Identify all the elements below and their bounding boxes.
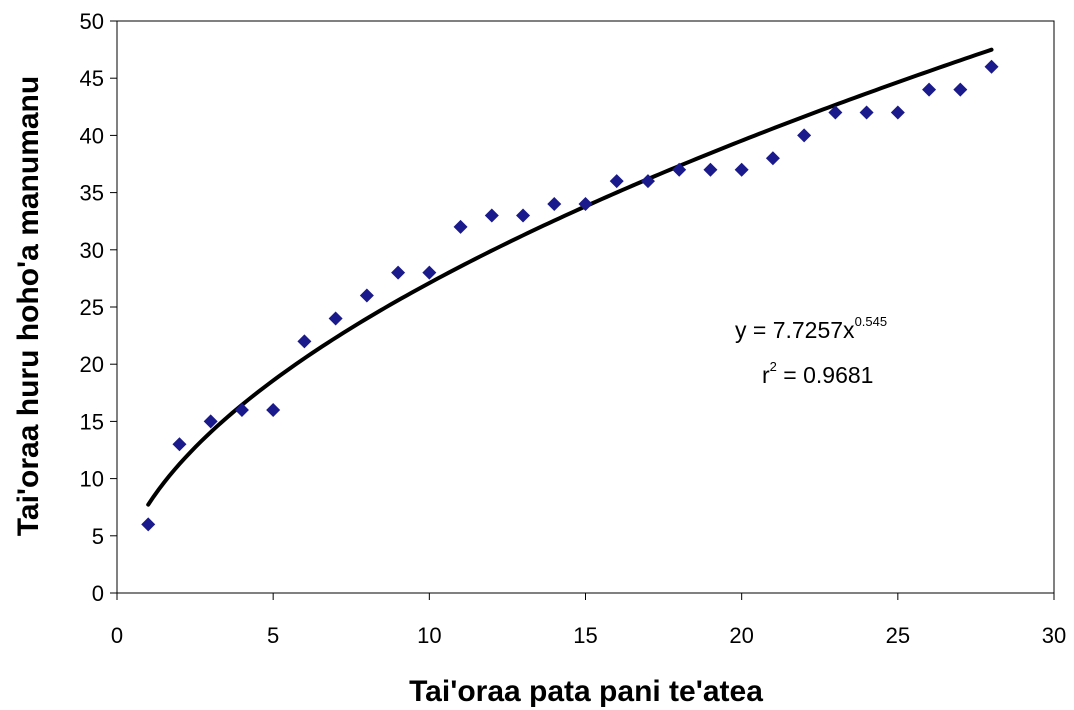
data-point xyxy=(953,82,968,97)
y-tick-label: 35 xyxy=(80,181,104,206)
x-tick-label: 30 xyxy=(1042,623,1066,648)
r-squared-exponent: 2 xyxy=(770,359,777,374)
x-tick-label: 0 xyxy=(111,623,123,648)
x-tick-label: 25 xyxy=(886,623,910,648)
y-axis-ticks: 0 5 10 15 20 25 30 35 40 45 50 xyxy=(80,9,117,606)
plot-frame xyxy=(116,20,1055,594)
y-tick-label: 30 xyxy=(80,238,104,263)
r-squared-base: r xyxy=(762,362,770,388)
x-tick-label: 15 xyxy=(573,623,597,648)
data-point xyxy=(422,265,437,280)
svg-text:y = 7.7257x0.545: y = 7.7257x0.545 xyxy=(735,314,887,343)
y-tick-label: 20 xyxy=(80,352,104,377)
data-point xyxy=(672,162,687,177)
y-tick-label: 50 xyxy=(80,9,104,34)
data-point xyxy=(266,402,281,417)
x-axis-ticks: 0 5 10 15 20 25 30 xyxy=(111,593,1066,648)
power-trendline xyxy=(146,47,994,507)
data-point xyxy=(578,197,593,212)
y-tick-label: 10 xyxy=(80,467,104,492)
data-point xyxy=(984,59,999,74)
x-tick-label: 10 xyxy=(417,623,441,648)
y-tick-label: 15 xyxy=(80,409,104,434)
data-point xyxy=(234,402,249,417)
data-point xyxy=(640,174,655,189)
x-axis-title: Tai'oraa pata pani te'atea xyxy=(409,675,763,708)
y-tick-label: 5 xyxy=(92,524,104,549)
equation-text: y = 7.7257x xyxy=(735,317,855,343)
y-axis-title: Tai'oraa huru hoho'a manumanu xyxy=(12,76,45,536)
data-point xyxy=(797,128,812,143)
data-point xyxy=(547,197,562,212)
data-point xyxy=(391,265,406,280)
x-tick-label: 5 xyxy=(267,623,279,648)
svg-text:r2 = 0.9681: r2 = 0.9681 xyxy=(762,359,873,388)
data-point xyxy=(172,437,187,452)
plot-area xyxy=(116,20,1055,594)
y-tick-label: 25 xyxy=(80,295,104,320)
data-point xyxy=(859,105,874,120)
data-point xyxy=(609,174,624,189)
data-points xyxy=(141,59,999,532)
data-point xyxy=(359,288,374,303)
r-squared-value: = 0.9681 xyxy=(777,362,874,388)
x-tick-label: 20 xyxy=(729,623,753,648)
data-point xyxy=(890,105,905,120)
data-point xyxy=(453,219,468,234)
data-point xyxy=(203,414,218,429)
trendline-equation: y = 7.7257x0.545 r2 = 0.9681 xyxy=(735,314,887,388)
data-point xyxy=(765,151,780,166)
y-tick-label: 45 xyxy=(80,66,104,91)
data-point xyxy=(328,311,343,326)
data-point xyxy=(516,208,531,223)
data-point xyxy=(141,517,156,532)
data-point xyxy=(703,162,718,177)
data-point xyxy=(828,105,843,120)
equation-exponent: 0.545 xyxy=(855,314,888,329)
data-point xyxy=(484,208,499,223)
y-tick-label: 40 xyxy=(80,123,104,148)
data-point xyxy=(297,334,312,349)
y-tick-label: 0 xyxy=(92,581,104,606)
trendline-layer xyxy=(146,47,994,507)
data-point xyxy=(922,82,937,97)
data-point xyxy=(734,162,749,177)
